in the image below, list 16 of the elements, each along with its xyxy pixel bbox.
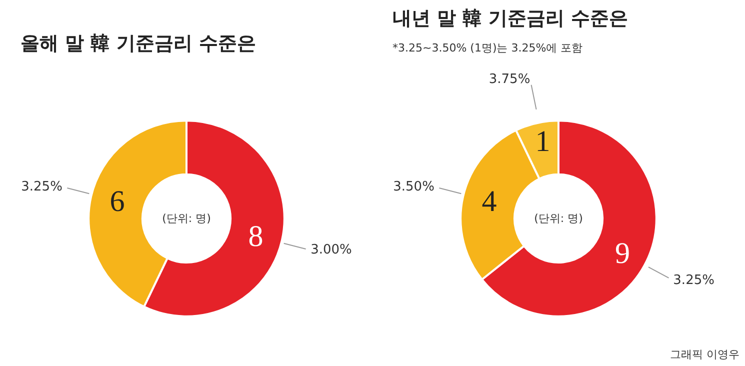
slice-label: 3.00% (310, 242, 352, 258)
chart-title: 내년 말 韓 기준금리 수준은 (392, 8, 628, 30)
chart-subtitle: *3.25~3.50% (1명)는 3.25%에 포함 (392, 42, 583, 54)
text: (단위: 명) (534, 212, 583, 225)
slice-label: 3.75% (488, 72, 530, 88)
data-label: 6 (110, 184, 125, 218)
slice-label: 3.25% (21, 179, 62, 194)
data-label: 4 (482, 184, 497, 218)
data-label: 8 (248, 220, 264, 254)
slice-label: 3.50% (393, 179, 434, 194)
data-label: 1 (535, 124, 550, 158)
slice-label: 3.25% (673, 272, 714, 288)
chart-title: 올해 말 韓 기준금리 수준은 (20, 32, 256, 54)
text: 그래픽 이영우 (670, 348, 740, 362)
text: (단위: 명) (162, 212, 211, 225)
data-label: 9 (614, 236, 630, 270)
